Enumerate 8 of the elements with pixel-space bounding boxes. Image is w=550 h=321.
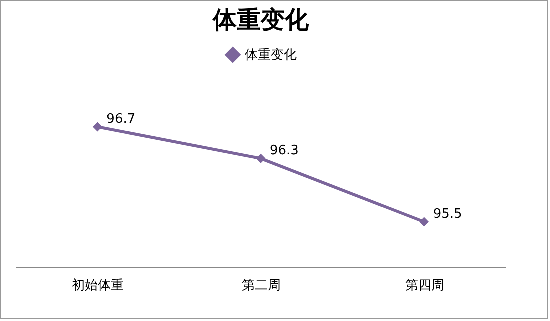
data-label: 95.5 <box>433 207 462 222</box>
legend-label: 体重变化 <box>245 48 297 63</box>
x-tick-label: 第四周 <box>405 278 444 294</box>
x-tick-label: 第二周 <box>242 278 281 294</box>
data-label: 96.3 <box>270 144 299 159</box>
data-label: 96.7 <box>106 112 136 127</box>
chart-title: 体重变化 <box>212 6 310 34</box>
x-tick-label: 初始体重 <box>72 278 124 294</box>
